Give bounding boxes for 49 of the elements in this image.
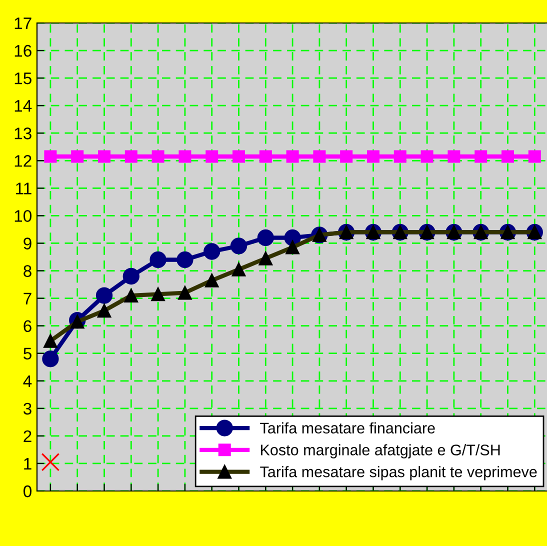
point <box>501 150 514 163</box>
point <box>420 150 434 163</box>
point <box>230 238 248 254</box>
y-tick-label: 0 <box>24 485 32 498</box>
y-tick-label: 15 <box>14 72 32 84</box>
point <box>257 229 274 246</box>
point <box>41 452 60 472</box>
y-tick-label: 1 <box>24 458 32 470</box>
y-tick-label: 14 <box>14 100 32 112</box>
point <box>528 150 541 163</box>
point <box>96 287 113 304</box>
point <box>394 150 406 163</box>
point <box>340 150 353 163</box>
y-tick-label: 8 <box>24 265 32 277</box>
point <box>42 350 59 368</box>
y-tick-label: 2 <box>24 430 32 442</box>
point <box>204 243 220 260</box>
point <box>206 150 218 163</box>
y-tick-label: 12 <box>14 155 32 167</box>
legend-label: Tarifa mesatare sipas planit te veprimeve <box>260 466 537 480</box>
point <box>178 150 192 163</box>
y-tick-label: 7 <box>24 292 32 304</box>
point <box>259 150 272 163</box>
point <box>232 150 245 163</box>
y-tick-label: 4 <box>23 375 32 387</box>
y-tick-label: 3 <box>24 402 32 415</box>
point <box>474 150 488 163</box>
point <box>150 251 166 268</box>
point <box>98 150 110 163</box>
point <box>313 150 326 163</box>
point <box>71 150 84 163</box>
point <box>286 150 299 163</box>
point <box>122 268 140 285</box>
point <box>366 150 380 163</box>
point <box>152 150 164 163</box>
y-tick-label: 9 <box>24 238 32 250</box>
y-tick-label: 10 <box>14 210 32 222</box>
legend-label: Kosto marginale afatgjate e G/T/SH <box>261 444 500 458</box>
point <box>44 150 57 163</box>
point <box>176 251 194 268</box>
y-tick-label: 5 <box>24 348 32 360</box>
y-tick-label: 16 <box>14 44 32 57</box>
point <box>124 150 138 163</box>
y-tick-label: 11 <box>16 182 32 194</box>
y-tick-label: 13 <box>14 128 32 140</box>
y-tick-label: 17 <box>14 18 32 30</box>
legend-label: Tarifa mesatare financiare <box>260 422 435 434</box>
y-tick-label: 6 <box>24 320 32 332</box>
point <box>448 150 460 163</box>
